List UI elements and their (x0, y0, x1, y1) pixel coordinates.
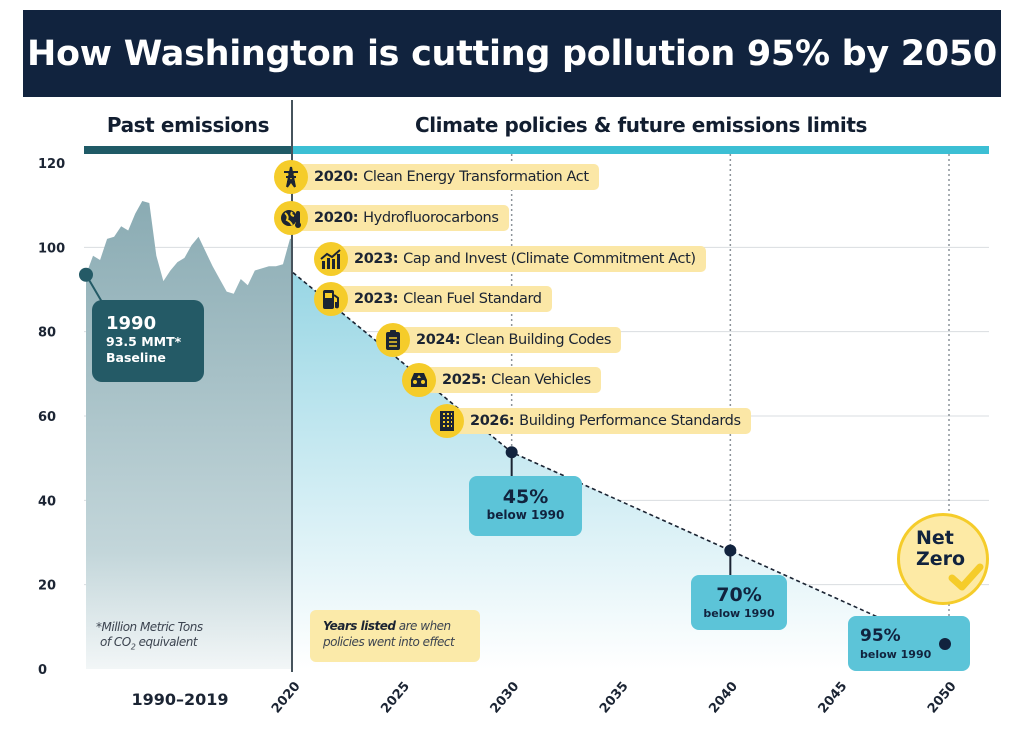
policy-year: 2020: (314, 169, 359, 185)
policy-item: 2026: Building Performance Standards (430, 404, 751, 438)
y-tick-label: 120 (38, 157, 65, 172)
years-note-bold: Years listed (323, 619, 396, 633)
baseline-callout: 1990 93.5 MMT* Baseline (92, 300, 204, 382)
y-tick-label: 60 (38, 410, 56, 425)
policy-year: 2020: (314, 210, 359, 226)
y-tick-label: 100 (38, 241, 65, 256)
policy-year: 2024: (416, 332, 461, 348)
net-zero-line2: Zero (916, 548, 966, 570)
policy-year: 2023: (354, 291, 399, 307)
clipboard-icon (376, 323, 410, 357)
units-note-line1: *Million Metric Tons (96, 620, 203, 634)
policy-item: 2020: Hydrofluorocarbons (274, 201, 509, 235)
years-note: Years listed are when policies went into… (310, 610, 480, 662)
target-point-2030 (505, 446, 518, 459)
mark-layer (79, 267, 950, 650)
target-subtext: below 1990 (860, 648, 932, 661)
policy-item: 2023: Clean Fuel Standard (314, 282, 552, 316)
policy-name: Hydrofluorocarbons (363, 210, 499, 226)
years-note-text: policies went into effect (323, 635, 455, 649)
units-note-line2: of CO2 equivalent (96, 635, 203, 654)
units-text: of CO (100, 635, 131, 649)
car-icon (402, 363, 436, 397)
target-percent: 45% (502, 486, 549, 508)
policy-year: 2026: (470, 413, 515, 429)
policy-item: 2020: Clean Energy Transformation Act (274, 160, 599, 194)
past-emissions-heading: Past emissions (106, 113, 270, 137)
target-subtext: below 1990 (486, 508, 565, 522)
target-point-2040 (724, 544, 737, 557)
units-subscript: 2 (130, 642, 136, 652)
target-2040-callout: 70% below 1990 (691, 575, 787, 630)
x-tick-label: 2035 (597, 679, 632, 716)
policy-year: 2023: (354, 251, 399, 267)
fuel-pump-icon (314, 282, 348, 316)
x-tick-label: 2030 (488, 679, 523, 716)
target-2050-callout: 95% below 1990 (848, 616, 970, 671)
building-icon (430, 404, 464, 438)
net-zero-line1: Net (916, 527, 954, 549)
policy-name: Clean Vehicles (491, 372, 591, 388)
x-tick-label: 2050 (925, 679, 960, 716)
title-banner: How Washington is cutting pollution 95% … (23, 10, 1001, 97)
y-tick-label: 0 (38, 663, 47, 678)
future-limits-heading: Climate policies & future emissions limi… (414, 113, 868, 137)
policy-name: Clean Fuel Standard (403, 291, 542, 307)
globe-thermometer-icon (274, 201, 308, 235)
target-percent: 70% (716, 584, 762, 606)
units-note: *Million Metric Tons of CO2 equivalent (96, 620, 203, 654)
x-tick-label: 2025 (378, 679, 413, 716)
page-title: How Washington is cutting pollution 95% … (27, 33, 997, 74)
past-emissions-area (86, 200, 292, 669)
policy-item: 2025: Clean Vehicles (402, 363, 601, 397)
transmission-tower-icon (274, 160, 308, 194)
y-tick-label: 20 (38, 579, 56, 594)
x-tick-label: 2045 (816, 679, 851, 716)
years-note-text: are when (395, 619, 451, 633)
policy-name: Clean Building Codes (465, 332, 612, 348)
target-2030-callout: 45% below 1990 (469, 476, 582, 536)
bar-chart-growth-icon (314, 242, 348, 276)
projection-line (292, 272, 950, 650)
net-zero-badge: Net Zero (897, 513, 989, 605)
policy-year: 2025: (442, 372, 487, 388)
past-section-band (84, 146, 292, 154)
target-point-2050 (939, 638, 951, 650)
baseline-label: Baseline (106, 350, 166, 365)
policy-item: 2023: Cap and Invest (Climate Commitment … (314, 242, 706, 276)
future-section-band (293, 146, 989, 154)
policy-name: Cap and Invest (Climate Commitment Act) (403, 251, 696, 267)
target-subtext: below 1990 (703, 607, 775, 620)
projection-area (293, 272, 949, 669)
checkmark-icon (948, 563, 984, 591)
target-percent: 95% (860, 626, 901, 646)
period-label: 1990–2019 (131, 690, 229, 709)
x-tick-label: 2040 (706, 679, 741, 716)
y-tick-label: 80 (38, 326, 56, 341)
units-text: equivalent (135, 635, 198, 649)
policy-name: Building Performance Standards (519, 413, 741, 429)
baseline-point (79, 267, 93, 282)
policy-name: Clean Energy Transformation Act (363, 169, 589, 185)
y-tick-label: 40 (38, 494, 56, 509)
baseline-value: 93.5 MMT* (106, 334, 182, 349)
x-tick-label: 2020 (269, 679, 304, 716)
baseline-year: 1990 (106, 313, 157, 334)
policy-item: 2024: Clean Building Codes (376, 323, 622, 357)
